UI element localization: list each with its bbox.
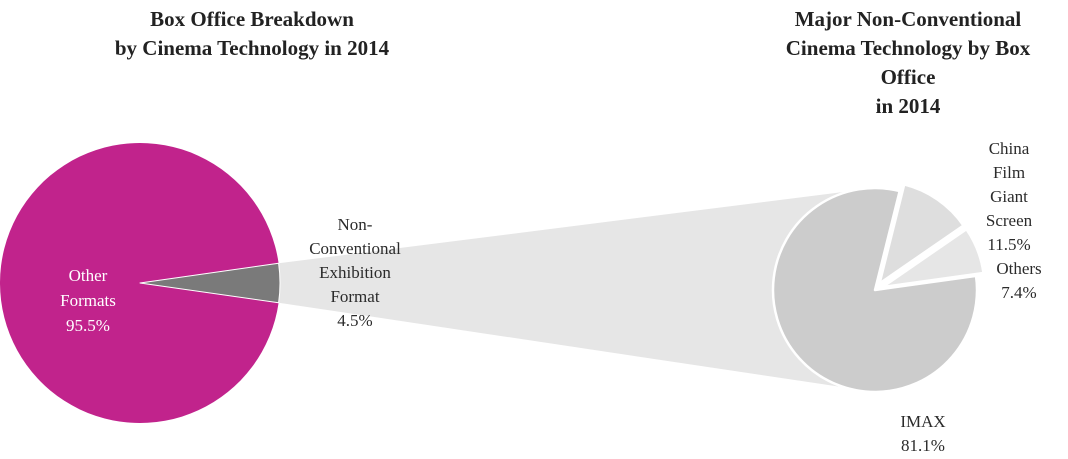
main-chart-title: Box Office Breakdown by Cinema Technology… [115,7,390,60]
data-label-china-film-giant-screen-line: Giant [990,187,1028,206]
sub-chart-title-line: Major Non-Conventional [795,7,1022,31]
data-label-non-conventional-line: Conventional [309,239,401,258]
data-label-others: Others 7.4% [996,259,1041,302]
data-label-china-film-giant-screen: China Film Giant Screen 11.5% [986,139,1033,254]
sub-chart-title-line: Cinema Technology by Box [786,36,1031,60]
data-label-china-film-giant-screen-line: 11.5% [987,235,1030,254]
data-label-others-line: 7.4% [1001,283,1036,302]
data-label-china-film-giant-screen-line: Film [993,163,1025,182]
connector-band [278,188,876,392]
data-label-imax-line: 81.1% [901,436,945,455]
main-pie [0,143,281,423]
pie-slice-other-formats [0,143,279,423]
data-label-non-conventional-line: Format [330,287,379,306]
sub-chart-title: Major Non-Conventional Cinema Technology … [786,7,1031,118]
data-label-non-conventional-line: 4.5% [337,311,372,330]
data-label-imax-line: IMAX [900,412,945,431]
pie-slice-others [881,227,985,289]
data-label-imax: IMAX 81.1% [900,412,945,455]
data-label-non-conventional-line: Non- [338,215,373,234]
sub-chart-title-line: Office [881,65,936,89]
data-label-others-line: Others [996,259,1041,278]
data-label-other-formats-line: Other [69,266,108,285]
data-label-other-formats-line: Formats [60,291,116,310]
connector-band-shape [278,188,876,392]
chart-text: Box Office Breakdown by Cinema Technology… [60,7,1042,455]
sub-pie [771,183,985,394]
main-chart-title-line: Box Office Breakdown [150,7,354,31]
main-chart-title-line: by Cinema Technology in 2014 [115,36,390,60]
data-label-non-conventional-line: Exhibition [319,263,391,282]
pie-slice-imax [771,186,979,394]
data-label-non-conventional: Non- Conventional Exhibition Format 4.5% [309,215,401,330]
pie-slice-china-film-giant-screen [878,183,965,285]
data-label-other-formats: Other Formats 95.5% [60,266,116,335]
data-label-china-film-giant-screen-line: China [989,139,1030,158]
data-label-other-formats-line: 95.5% [66,316,110,335]
sub-chart-title-line: in 2014 [876,94,941,118]
pie-slice-non-conventional [139,262,281,304]
data-label-china-film-giant-screen-line: Screen [986,211,1033,230]
